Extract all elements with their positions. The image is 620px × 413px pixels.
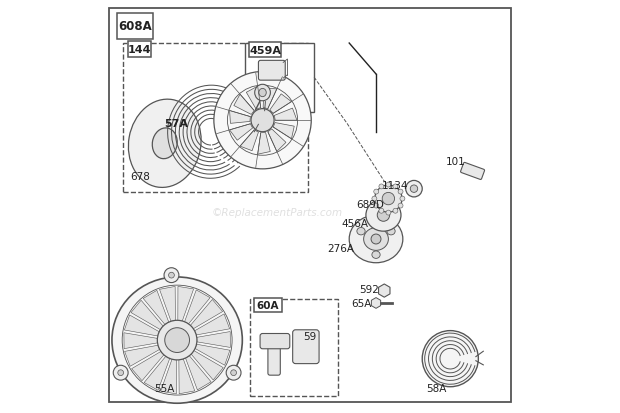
Text: 459A: 459A [249,46,281,56]
Text: 59: 59 [303,331,317,341]
FancyBboxPatch shape [293,330,319,364]
Ellipse shape [349,216,403,263]
Polygon shape [159,287,175,321]
Polygon shape [131,351,164,381]
Text: 57A: 57A [164,119,188,129]
Polygon shape [125,345,160,366]
Circle shape [157,320,197,360]
Polygon shape [191,351,223,380]
Text: ©ReplacementParts.com: ©ReplacementParts.com [211,208,343,218]
Polygon shape [195,314,229,335]
Circle shape [113,366,128,380]
Ellipse shape [112,277,242,403]
Polygon shape [124,333,157,349]
Bar [128,42,151,57]
Ellipse shape [372,252,380,259]
Text: 60A: 60A [257,300,279,310]
Bar [249,43,281,58]
Ellipse shape [153,128,177,159]
Text: 689D: 689D [356,199,384,209]
Circle shape [393,209,398,214]
Circle shape [379,185,384,190]
Polygon shape [229,124,252,141]
Bar [250,299,338,396]
Circle shape [164,268,179,283]
Ellipse shape [387,228,395,235]
Polygon shape [234,95,254,115]
Bar [245,44,314,113]
Text: 608A: 608A [118,20,152,33]
Polygon shape [274,109,297,121]
Circle shape [374,190,379,195]
Circle shape [377,209,389,222]
Circle shape [372,197,377,202]
Text: 1134: 1134 [382,180,408,190]
Circle shape [382,193,394,205]
Circle shape [226,366,241,380]
Polygon shape [246,87,261,110]
Bar [123,44,308,192]
Circle shape [379,209,384,214]
Circle shape [410,185,418,193]
Ellipse shape [364,228,388,251]
Text: 101: 101 [446,156,466,166]
Polygon shape [197,332,231,348]
Polygon shape [143,291,169,325]
Ellipse shape [366,199,401,232]
FancyBboxPatch shape [268,334,280,375]
Polygon shape [185,356,211,390]
Circle shape [386,211,391,216]
Circle shape [374,204,379,209]
Circle shape [398,190,403,195]
Ellipse shape [128,100,201,188]
Text: 276A: 276A [327,244,355,254]
Circle shape [405,181,422,197]
Ellipse shape [357,228,365,235]
Polygon shape [229,111,250,124]
Ellipse shape [255,85,270,102]
Polygon shape [270,95,291,114]
Circle shape [169,273,174,278]
Circle shape [371,235,381,244]
Circle shape [374,185,402,213]
Polygon shape [240,131,259,151]
Text: 456A: 456A [341,218,368,228]
Circle shape [386,183,391,188]
Circle shape [393,185,398,190]
Ellipse shape [259,89,266,97]
Polygon shape [263,89,277,109]
Circle shape [118,370,123,376]
Polygon shape [178,287,193,321]
Text: 144: 144 [128,45,151,55]
FancyBboxPatch shape [260,334,290,349]
Circle shape [214,72,311,169]
Polygon shape [185,290,210,324]
Text: 678: 678 [130,171,150,181]
Polygon shape [161,359,177,394]
Polygon shape [179,359,195,394]
Polygon shape [268,130,286,152]
Circle shape [398,204,403,209]
FancyBboxPatch shape [461,163,485,180]
Polygon shape [190,300,223,329]
Circle shape [231,370,236,376]
Circle shape [400,197,405,202]
Polygon shape [125,315,159,336]
Polygon shape [195,344,230,366]
Bar [254,298,282,312]
Polygon shape [258,133,270,155]
Polygon shape [144,356,170,390]
Circle shape [165,328,190,353]
Circle shape [422,331,479,387]
Circle shape [251,109,274,133]
Text: 592: 592 [359,284,379,294]
Text: 65A: 65A [352,298,372,308]
FancyBboxPatch shape [259,61,285,81]
Polygon shape [273,123,294,140]
Polygon shape [131,301,163,330]
Text: 55A: 55A [154,382,175,393]
Bar [117,14,153,40]
Text: 58A: 58A [426,383,446,394]
